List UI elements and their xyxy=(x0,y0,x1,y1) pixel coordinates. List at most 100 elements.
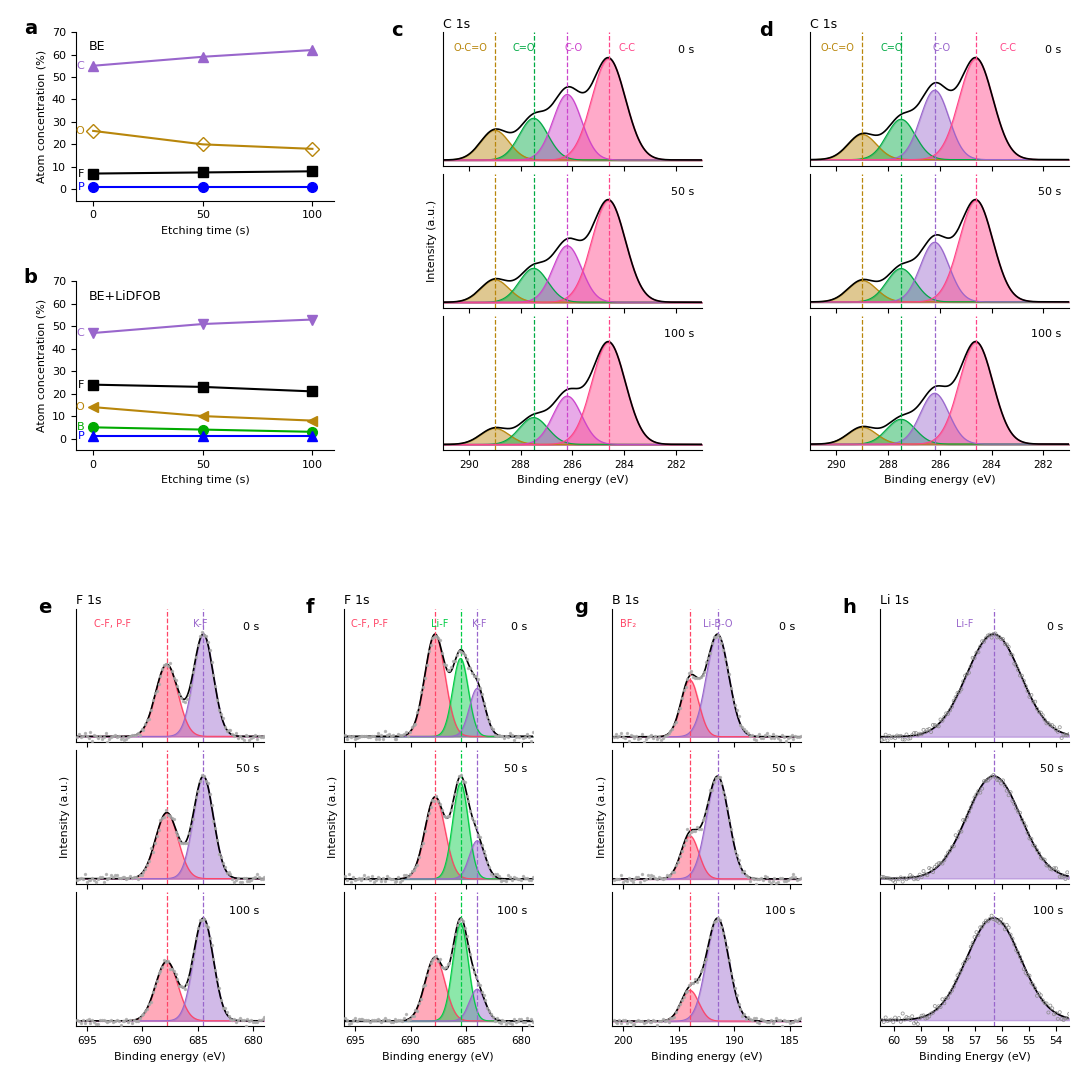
Point xyxy=(201,930,218,947)
Text: 50 s: 50 s xyxy=(1040,764,1064,774)
Text: C 1s: C 1s xyxy=(443,18,470,31)
Point xyxy=(998,636,1015,653)
Point xyxy=(957,811,974,828)
Point xyxy=(244,869,261,886)
Point xyxy=(887,873,904,890)
Point xyxy=(469,975,486,992)
Point xyxy=(108,1011,125,1028)
Point xyxy=(877,1009,894,1026)
Point xyxy=(453,766,470,784)
Point xyxy=(904,1008,921,1025)
Point xyxy=(397,724,415,741)
Point xyxy=(80,729,97,746)
Point xyxy=(483,865,500,882)
Point xyxy=(940,706,957,723)
Point xyxy=(481,712,498,729)
Point xyxy=(728,987,745,1004)
Point xyxy=(184,664,201,681)
Point xyxy=(445,938,462,955)
Point xyxy=(760,872,778,889)
Point xyxy=(150,821,167,838)
Point xyxy=(138,712,156,729)
Point xyxy=(710,626,727,644)
Point xyxy=(648,1017,665,1034)
Point xyxy=(1013,811,1030,828)
Point xyxy=(710,909,727,926)
Point xyxy=(1048,859,1065,877)
Point xyxy=(949,828,967,846)
Point xyxy=(977,772,995,789)
Point xyxy=(882,870,900,887)
Point xyxy=(380,726,397,743)
Point xyxy=(937,704,955,722)
Point xyxy=(456,919,473,936)
Point xyxy=(241,732,258,749)
Point xyxy=(778,872,795,889)
Point xyxy=(1041,997,1058,1014)
Point xyxy=(516,870,534,887)
Point xyxy=(167,823,185,840)
Point xyxy=(943,698,960,715)
Point xyxy=(395,725,413,742)
Point xyxy=(180,686,198,703)
Text: Li-F: Li-F xyxy=(431,619,448,630)
Point xyxy=(75,728,92,745)
Point xyxy=(153,809,171,826)
Point xyxy=(463,959,481,976)
Point xyxy=(725,831,742,848)
Point xyxy=(762,1011,780,1028)
Point xyxy=(664,1009,681,1026)
Point xyxy=(753,729,770,746)
Point xyxy=(120,870,137,887)
Point xyxy=(511,870,528,887)
Point xyxy=(190,637,207,654)
Text: 0 s: 0 s xyxy=(1048,622,1064,632)
Point xyxy=(1011,948,1028,965)
Point xyxy=(756,1012,773,1029)
Point xyxy=(98,871,116,888)
Point xyxy=(652,869,670,886)
Point xyxy=(105,1013,122,1031)
Point xyxy=(186,943,203,960)
Point xyxy=(998,783,1015,800)
Point xyxy=(955,956,972,973)
Point xyxy=(987,769,1004,786)
Point xyxy=(688,973,705,990)
Point xyxy=(943,982,960,1000)
Point xyxy=(469,670,486,687)
Point xyxy=(127,726,145,743)
Point xyxy=(206,677,224,694)
Point xyxy=(670,998,687,1016)
Point xyxy=(80,1010,97,1027)
Point xyxy=(203,936,220,954)
Point xyxy=(213,849,230,866)
Point xyxy=(720,951,738,969)
Point xyxy=(949,967,967,985)
Point xyxy=(924,716,942,733)
Point xyxy=(357,1011,375,1028)
Point xyxy=(405,862,422,879)
Point xyxy=(735,862,753,879)
Point xyxy=(894,731,912,748)
Text: B: B xyxy=(77,422,84,432)
Point xyxy=(922,1005,940,1022)
Point xyxy=(755,871,772,888)
Point xyxy=(423,951,441,969)
Point xyxy=(243,871,260,888)
Point xyxy=(78,728,95,745)
Point xyxy=(970,783,987,800)
Point xyxy=(183,677,200,694)
Point xyxy=(244,1013,261,1031)
Point xyxy=(632,1012,649,1029)
Point xyxy=(68,728,85,745)
Point xyxy=(733,718,751,735)
Text: C 1s: C 1s xyxy=(810,18,838,31)
Point xyxy=(889,1011,906,1028)
Point xyxy=(108,729,125,746)
Point xyxy=(957,667,974,684)
X-axis label: Binding energy (eV): Binding energy (eV) xyxy=(516,475,629,485)
Point xyxy=(962,939,980,956)
Point xyxy=(615,873,632,890)
Point xyxy=(909,1016,927,1033)
Point xyxy=(523,871,540,888)
